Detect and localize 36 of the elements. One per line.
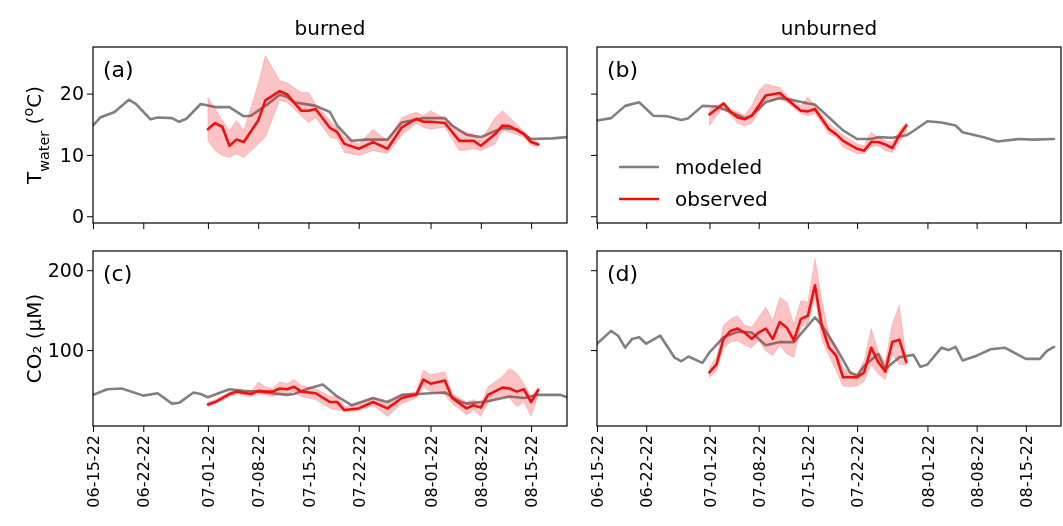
line-series [206, 89, 540, 151]
x-tick-label: 07-08-22 [249, 435, 269, 508]
y-tick-label: 100 [47, 338, 84, 361]
annotation: (c) [103, 261, 133, 286]
x-tick-label: 08-08-22 [471, 435, 491, 508]
line-series [93, 93, 567, 143]
y-tick-label: 200 [47, 258, 84, 281]
x-tick-label: 07-22-22 [848, 435, 868, 508]
annotation: (d) [607, 261, 639, 286]
x-tick-label: 07-01-22 [199, 435, 219, 508]
annotation: (b) [607, 57, 639, 82]
x-tick-label: 07-01-22 [700, 435, 720, 508]
chart-title: unburned [780, 16, 878, 40]
x-tick-label: 07-08-22 [749, 435, 769, 508]
x-tick-label: 08-15-22 [522, 435, 542, 508]
x-tick-label: 06-15-22 [588, 435, 608, 508]
x-tick-label: 07-22-22 [349, 435, 369, 508]
chart-title: burned [294, 16, 366, 40]
line-series [93, 383, 567, 407]
x-tick-label: 08-08-22 [967, 435, 987, 508]
x-tick-label: 08-01-22 [421, 435, 441, 508]
y-tick-label: 0 [71, 204, 84, 227]
annotation: (a) [103, 57, 134, 82]
x-tick-label: 07-15-22 [299, 435, 319, 508]
x-tick-label: 06-22-22 [134, 435, 154, 508]
x-tick-label: 08-01-22 [918, 435, 938, 508]
line-series [206, 378, 540, 412]
legend-label: modeled [675, 155, 763, 179]
y-axis-title: CO₂ (μM) [22, 293, 46, 384]
x-tick-label: 06-22-22 [637, 435, 657, 508]
legend-label: observed [675, 187, 768, 211]
y-tick-label: 20 [59, 82, 84, 105]
x-tick-label: 06-15-22 [84, 435, 104, 508]
x-tick-label: 08-15-22 [1016, 435, 1036, 508]
x-tick-label: 07-15-22 [799, 435, 819, 508]
y-tick-label: 10 [59, 143, 84, 166]
